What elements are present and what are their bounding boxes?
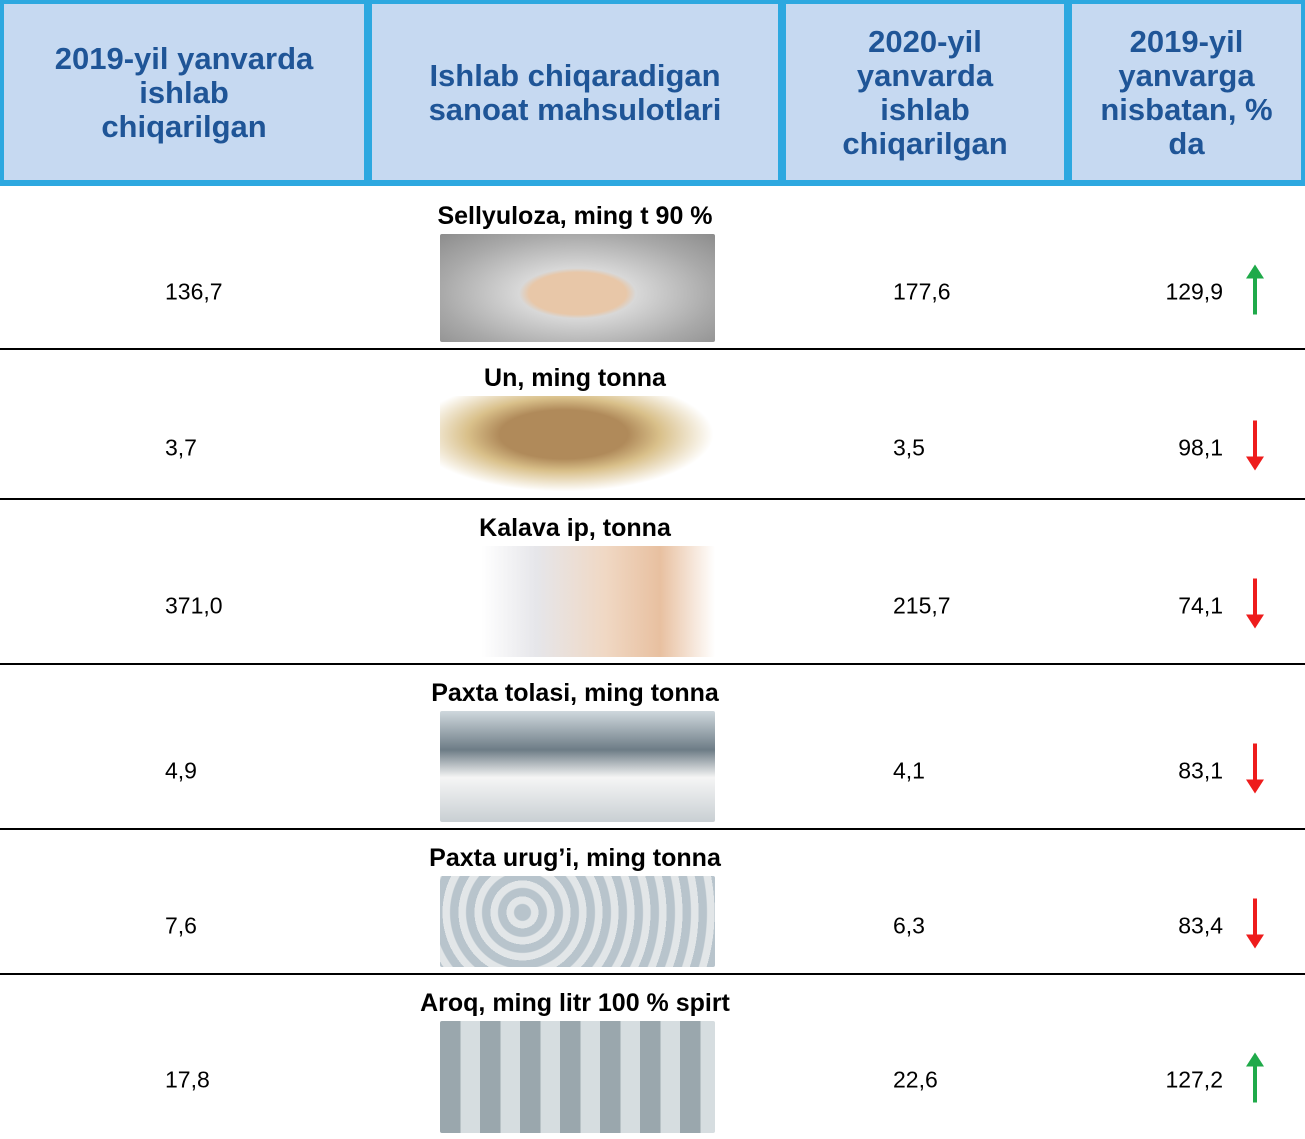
product-image [440, 1021, 715, 1133]
value-percent: 129,9 [1165, 278, 1223, 305]
header-cell: 2019-yil yanvarda ishlab chiqarilgan [0, 0, 368, 185]
value-2019: 7,6 [165, 912, 197, 938]
value-2020: 22,6 [893, 1066, 938, 1093]
value-2019: 17,8 [165, 1066, 210, 1093]
product-image [440, 711, 715, 822]
table-row: Un, ming tonna 3,7 3,5 98,1 [0, 350, 1305, 500]
value-percent: 74,1 [1178, 592, 1223, 618]
trend-arrow [1245, 264, 1265, 320]
trend-arrow [1245, 420, 1265, 476]
header-cell: 2019-yil yanvarga nisbatan, % da [1068, 0, 1305, 185]
value-2019: 371,0 [165, 592, 223, 618]
product-label: Paxta tolasi, ming tonna [431, 679, 719, 707]
value-2020: 3,5 [893, 434, 925, 461]
product-image [440, 396, 715, 492]
table-row: Paxta urug’i, ming tonna 7,6 6,3 83,4 [0, 830, 1305, 975]
product-image [440, 546, 715, 657]
value-2020: 215,7 [893, 592, 951, 618]
product-label: Paxta urug’i, ming tonna [429, 844, 721, 872]
value-percent: 83,1 [1178, 757, 1223, 783]
value-percent: 127,2 [1165, 1066, 1223, 1093]
product-label: Un, ming tonna [484, 364, 666, 392]
trend-arrow [1245, 578, 1265, 633]
product-label: Sellyuloza, ming t 90 % [437, 202, 713, 230]
value-2019: 4,9 [165, 757, 197, 783]
value-2020: 4,1 [893, 757, 925, 783]
trend-arrow [1245, 1052, 1265, 1108]
value-2019: 3,7 [165, 434, 197, 461]
value-2020: 177,6 [893, 278, 951, 305]
table-row: Paxta tolasi, ming tonna 4,9 4,1 83,1 [0, 665, 1305, 830]
header-cell: 2020-yil yanvarda ishlab chiqarilgan [782, 0, 1068, 185]
product-image [440, 234, 715, 342]
header-border [0, 180, 1305, 186]
value-2019: 136,7 [165, 278, 223, 305]
value-percent: 83,4 [1178, 912, 1223, 938]
value-2020: 6,3 [893, 912, 925, 938]
header-cell: Ishlab chiqaradigan sanoat mahsulotlari [368, 0, 782, 185]
value-percent: 98,1 [1178, 434, 1223, 461]
table-row: Kalava ip, tonna 371,0 215,7 74,1 [0, 500, 1305, 665]
product-label: Kalava ip, tonna [479, 514, 671, 542]
product-image [440, 876, 715, 967]
table-row: Sellyuloza, ming t 90 % 136,7 177,6 129,9 [0, 188, 1305, 350]
trend-arrow [1245, 898, 1265, 953]
trend-arrow [1245, 743, 1265, 798]
product-label: Aroq, ming litr 100 % spirt [420, 989, 730, 1017]
table-row: Aroq, ming litr 100 % spirt 17,8 22,6 127,2 [0, 975, 1305, 1139]
